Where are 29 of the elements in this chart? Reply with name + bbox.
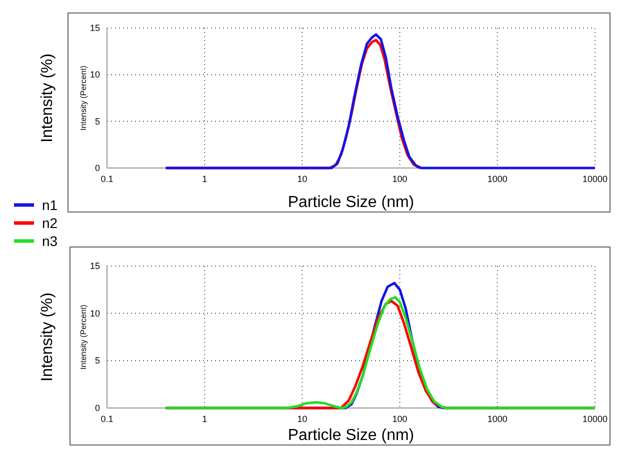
x-tick-label: 0.1 xyxy=(100,414,114,424)
y-tick-label: 0 xyxy=(94,163,100,173)
x-axis-title: Particle Size (nm) xyxy=(288,427,414,444)
y-tick-label: 5 xyxy=(94,116,100,126)
x-tick-label: 10000 xyxy=(582,414,608,424)
x-tick-label: 10 xyxy=(297,414,308,424)
x-tick-label: 10 xyxy=(297,174,308,184)
y-axis-title: Intensity (Percent) xyxy=(79,304,88,370)
x-tick-label: 10000 xyxy=(582,174,608,184)
x-tick-label: 100 xyxy=(392,414,408,424)
y-tick-label: 10 xyxy=(90,308,100,318)
legend-label: n1 xyxy=(42,197,58,213)
x-tick-label: 0.1 xyxy=(100,174,114,184)
text: Intensity (%) xyxy=(39,54,56,142)
x-tick-label: 1 xyxy=(202,414,208,424)
x-tick-label: 1 xyxy=(202,174,208,184)
x-tick-label: 1000 xyxy=(487,414,508,424)
x-axis-title: Particle Size (nm) xyxy=(288,194,414,211)
legend-label: n3 xyxy=(42,233,58,249)
y-tick-label: 0 xyxy=(94,403,100,413)
y-axis-title: Intensity (Percent) xyxy=(79,65,88,130)
y-tick-label: 15 xyxy=(90,23,100,33)
text: Intensity (%) xyxy=(39,292,56,382)
y-tick-label: 15 xyxy=(90,261,100,271)
y-tick-label: 10 xyxy=(90,70,100,80)
x-tick-label: 1000 xyxy=(487,174,508,184)
y-tick-label: 5 xyxy=(94,356,100,366)
legend-label: n2 xyxy=(42,215,58,231)
x-tick-label: 100 xyxy=(392,174,408,184)
